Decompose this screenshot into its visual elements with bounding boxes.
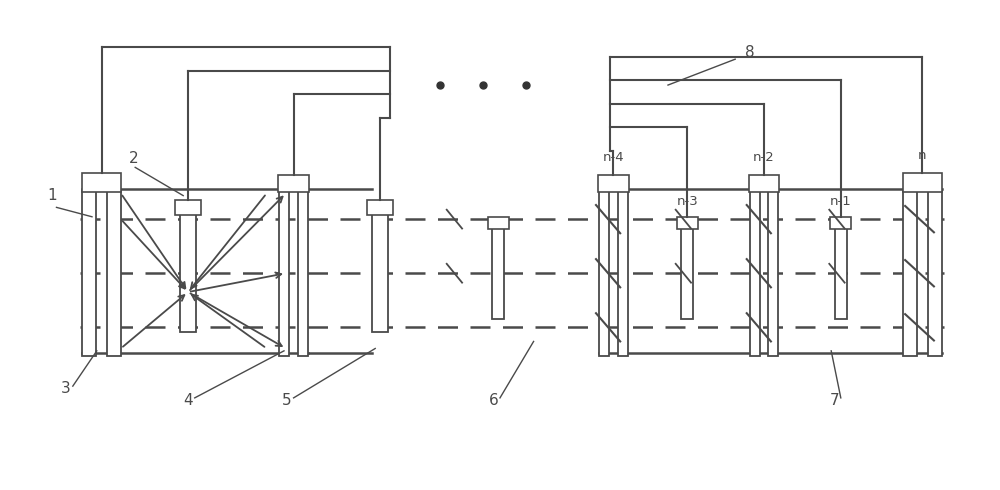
Text: n-2: n-2 bbox=[753, 150, 775, 164]
Text: 3: 3 bbox=[61, 381, 71, 396]
Bar bbox=[618, 191, 628, 356]
Text: 2: 2 bbox=[128, 151, 138, 166]
Text: n-3: n-3 bbox=[676, 196, 698, 208]
Bar bbox=[835, 227, 847, 319]
Bar bbox=[279, 191, 289, 356]
Text: 1: 1 bbox=[47, 188, 57, 203]
Text: n-1: n-1 bbox=[830, 196, 852, 208]
Bar bbox=[175, 200, 201, 216]
Bar bbox=[278, 175, 309, 192]
Bar bbox=[298, 191, 308, 356]
Bar bbox=[367, 200, 393, 216]
Bar bbox=[681, 227, 693, 319]
Bar bbox=[830, 217, 851, 228]
Text: 5: 5 bbox=[282, 393, 292, 408]
Bar bbox=[903, 191, 917, 356]
Bar bbox=[750, 191, 760, 356]
Bar bbox=[768, 191, 778, 356]
Text: n: n bbox=[918, 149, 927, 162]
Bar bbox=[82, 173, 121, 192]
Bar bbox=[903, 173, 942, 192]
Bar bbox=[488, 217, 509, 228]
Bar bbox=[180, 214, 196, 333]
Bar bbox=[372, 214, 388, 333]
Bar bbox=[749, 175, 779, 192]
Bar bbox=[82, 191, 96, 356]
Bar bbox=[107, 191, 121, 356]
Text: 6: 6 bbox=[488, 393, 498, 408]
Bar bbox=[598, 175, 629, 192]
Bar bbox=[677, 217, 698, 228]
Bar bbox=[599, 191, 609, 356]
Text: 4: 4 bbox=[183, 393, 193, 408]
Bar bbox=[928, 191, 942, 356]
Text: n-4: n-4 bbox=[602, 150, 624, 164]
Bar bbox=[492, 227, 504, 319]
Text: 7: 7 bbox=[829, 393, 839, 408]
Text: 8: 8 bbox=[745, 45, 754, 60]
